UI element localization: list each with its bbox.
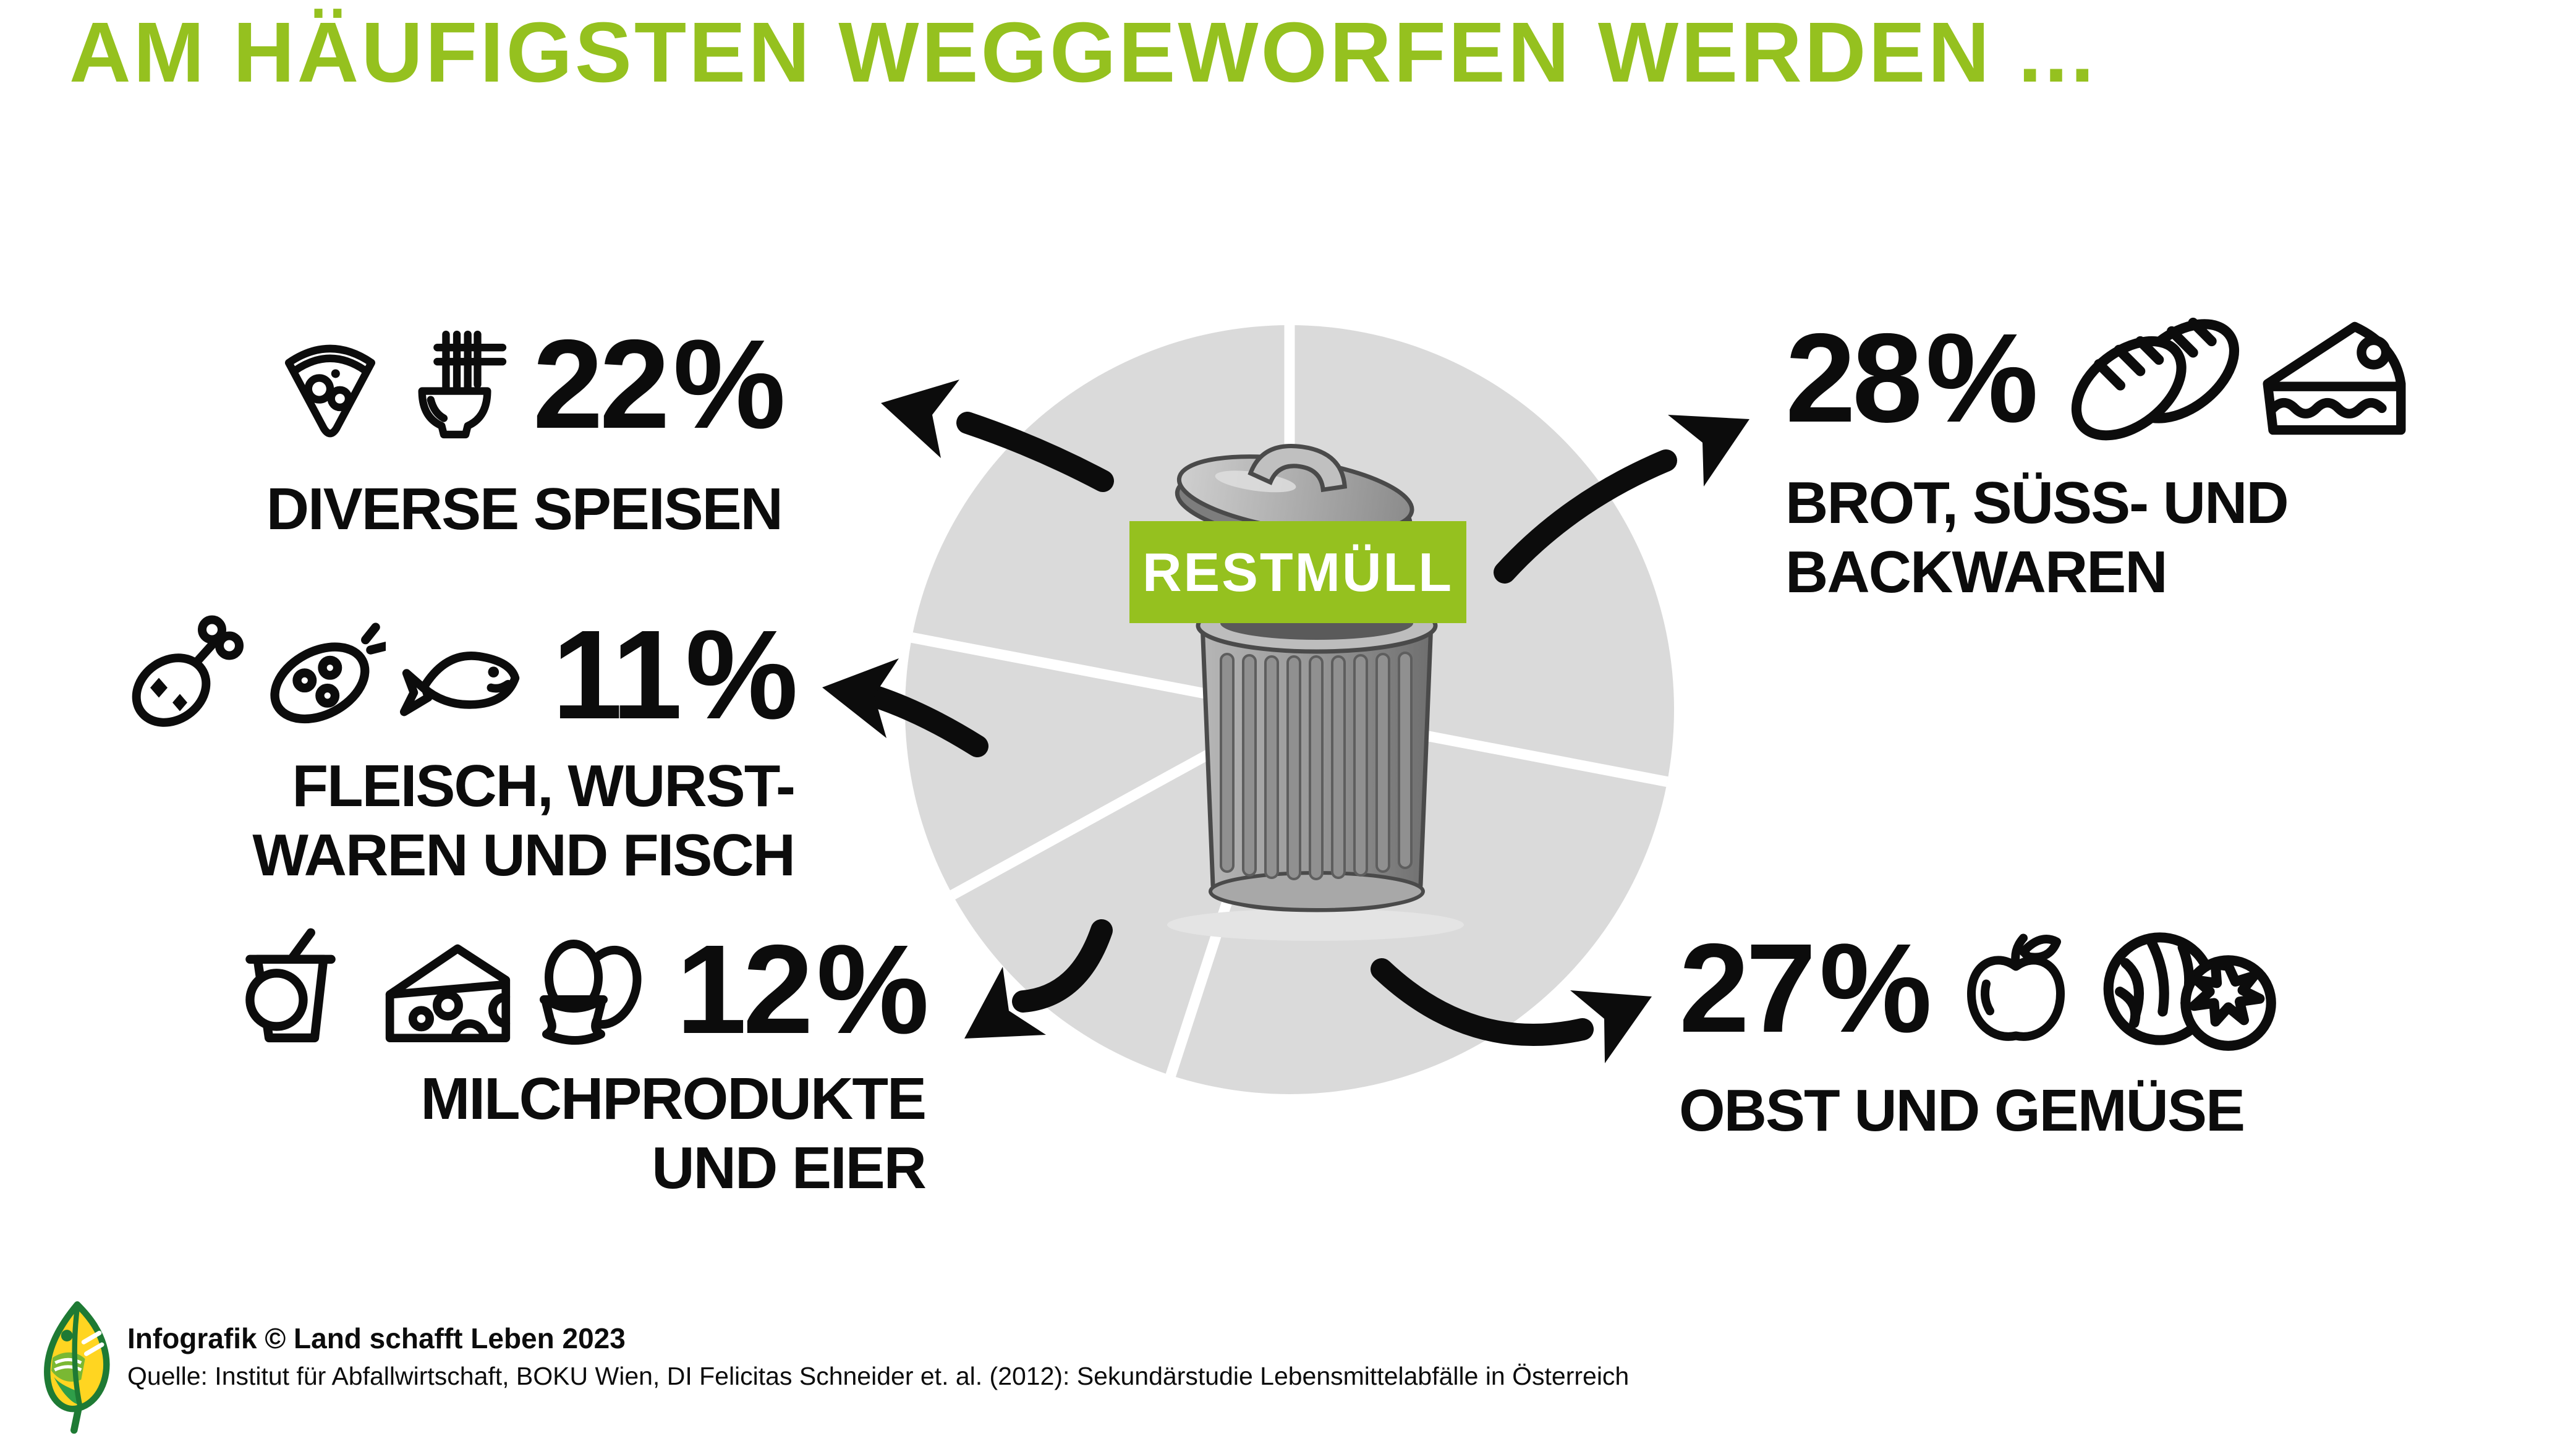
milch-label-line1: MILCHPRODUKTE: [420, 1066, 927, 1132]
brot-label-line2: BACKWAREN: [1785, 539, 2168, 606]
milch-icons: [240, 925, 650, 1055]
cheese-icon: [385, 944, 510, 1043]
eggs-icon: [539, 940, 642, 1045]
can-ribs: [1220, 652, 1413, 880]
arrow-to-milchprodukte: [964, 919, 1113, 1039]
restmuell-banner: RESTMÜLL: [1129, 521, 1466, 623]
fleisch-icons: [122, 609, 526, 742]
arrows: [822, 380, 1749, 1063]
diverse-row: 22 %: [266, 304, 786, 465]
milch-label-line2: UND EIER: [652, 1135, 927, 1202]
milch-row: 12 %: [240, 918, 929, 1060]
milch-value: 12 %: [676, 918, 929, 1060]
arrow-to-fleisch-fisch: [822, 658, 988, 757]
sausage-icon: [270, 623, 386, 724]
fleisch-row: 11 %: [122, 604, 798, 746]
yogurt-cup-icon: [245, 928, 336, 1043]
obst-label: OBST UND GEMÜSE: [1679, 1077, 2245, 1144]
bread-loaves-icon: [2072, 317, 2240, 441]
label-group-brot-backwaren: 28 % BROT, SÜSS- UND BACKWAREN: [1785, 304, 2409, 608]
apple-icon: [1967, 933, 2065, 1041]
obst-row: 27 %: [1679, 916, 2277, 1061]
arrow-to-brot-backwaren: [1494, 415, 1749, 584]
fleisch-label-line1: FLEISCH, WURST-: [292, 753, 796, 819]
label-group-obst-gemuese: 27 %: [1679, 916, 2277, 1145]
obst-icons: [1954, 916, 2277, 1061]
brot-label-line1: BROT, SÜSS- UND: [1785, 470, 2289, 536]
arrow-to-diverse-speisen: [881, 380, 1114, 492]
noodle-bowl-icon: [418, 330, 506, 439]
can-shadow: [1167, 909, 1464, 941]
diverse-icons: [276, 304, 507, 465]
pizza-icon: [284, 344, 375, 438]
label-group-diverse-speisen: 22 % DIVERSE SPEISEN: [266, 304, 786, 544]
diverse-value: 22 %: [532, 313, 786, 455]
restmuell-label: RESTMÜLL: [1142, 541, 1454, 603]
tomato-icon: [2180, 955, 2277, 1051]
trash-can-illustration: [1167, 444, 1464, 941]
fleisch-label-line2: WAREN UND FISCH: [252, 822, 796, 889]
footer-credit: Infografik © Land schafft Leben 2023: [127, 1322, 626, 1354]
label-group-fleisch-fisch: 11 % FLEISCH, WURST- WAREN UND FISCH: [122, 604, 798, 891]
cabbage-tomato-icon: [2103, 932, 2277, 1051]
drumstick-icon: [132, 615, 244, 727]
brot-icons: [2060, 304, 2409, 453]
fleisch-value: 11 %: [552, 604, 798, 746]
page-title: AM HÄUFIGSTEN WEGGEWORFEN WERDEN ...: [69, 5, 2097, 100]
lid-handle: [1248, 444, 1348, 493]
brot-value: 28 %: [1785, 307, 2038, 449]
obst-value: 27 %: [1679, 917, 1932, 1060]
footer-source: Quelle: Institut für Abfallwirtschaft, B…: [127, 1362, 1630, 1390]
label-group-milchprodukte: 12 % MILCHPRODUKTE UND EIER: [240, 918, 929, 1204]
diverse-label: DIVERSE SPEISEN: [266, 476, 783, 542]
fish-icon: [400, 651, 520, 716]
land-schafft-leben-logo: [44, 1301, 110, 1434]
cake-slice-icon: [2263, 321, 2406, 435]
arrow-to-obst-gemuese: [1371, 958, 1652, 1063]
brot-row: 28 %: [1785, 304, 2409, 453]
